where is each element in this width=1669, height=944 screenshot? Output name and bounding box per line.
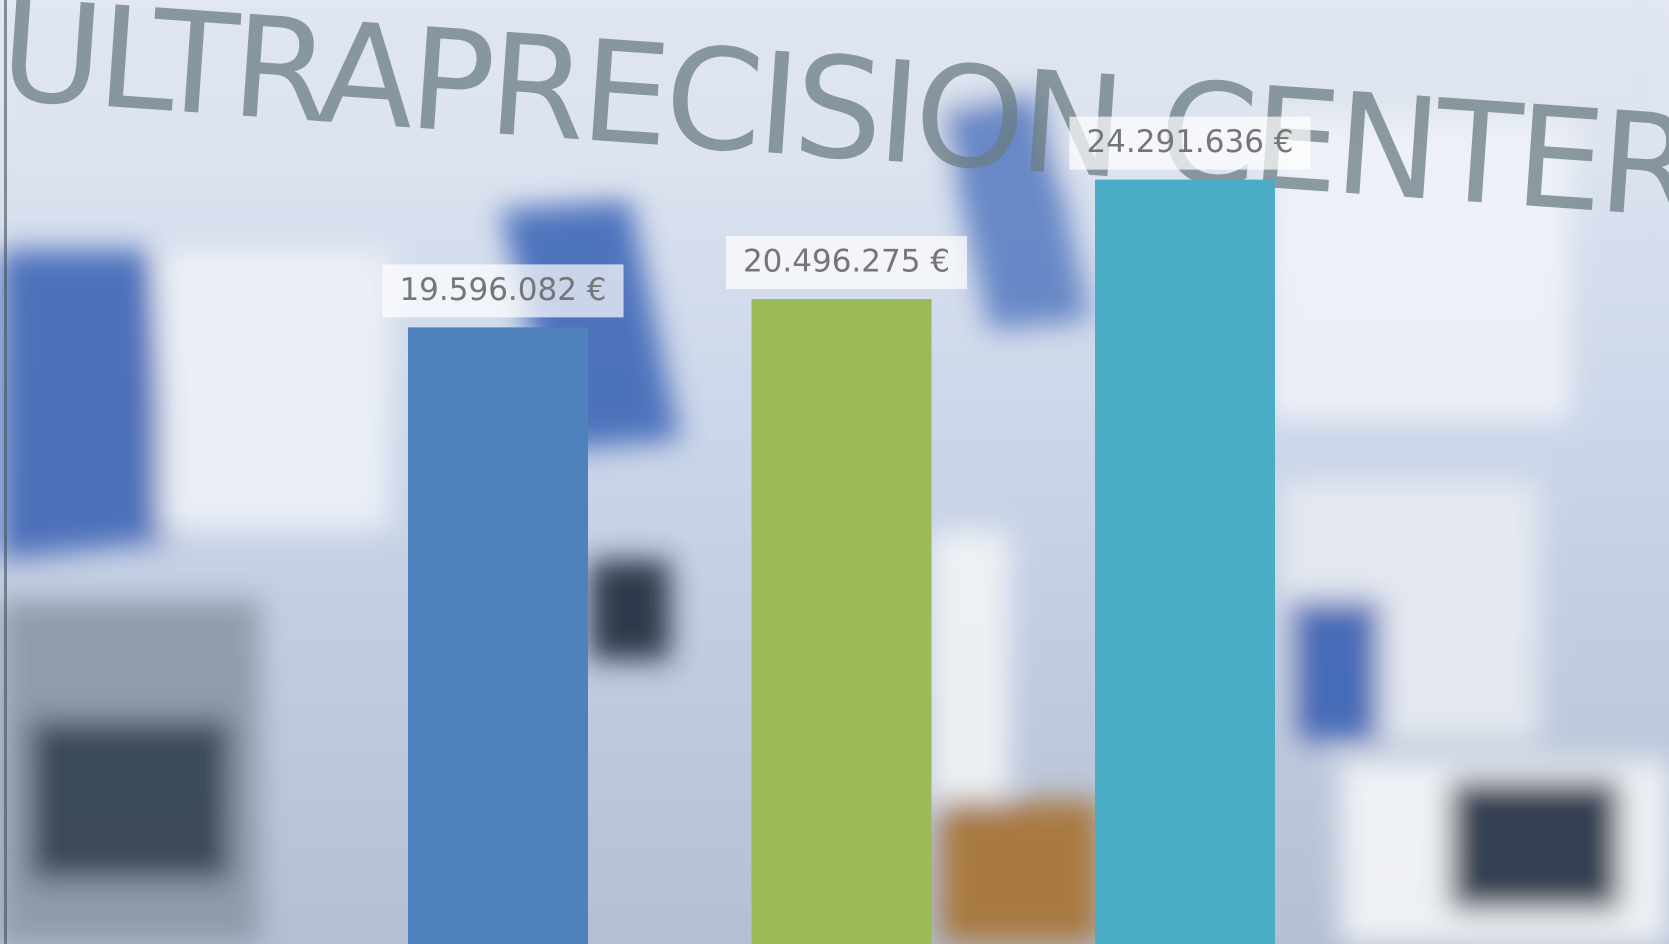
chart: ULTRAPRECISION CENTER 19.596.082 €20.496… xyxy=(0,0,1669,944)
page: ULTRAPRECISION CENTER 19.596.082 €20.496… xyxy=(0,0,1669,944)
data-label: 19.596.082 € xyxy=(399,272,606,308)
data-label: 20.496.275 € xyxy=(743,244,950,280)
bar xyxy=(408,327,588,944)
bar xyxy=(1095,180,1275,944)
data-label: 24.291.636 € xyxy=(1086,124,1293,160)
bar xyxy=(752,299,932,944)
